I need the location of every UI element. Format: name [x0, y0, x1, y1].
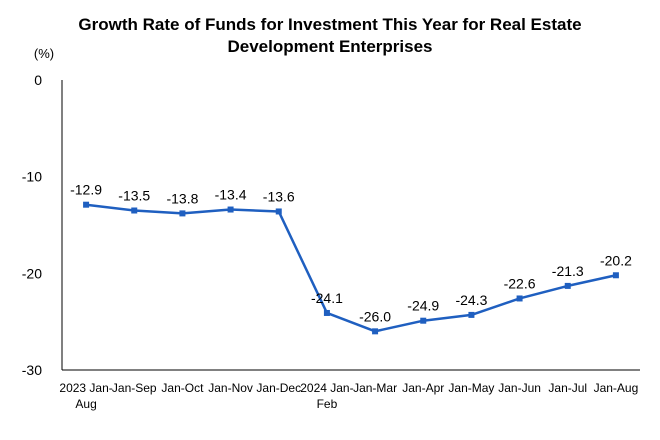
data-point: [83, 201, 90, 208]
x-tick-label: Jan-May: [448, 381, 494, 395]
data-point: [516, 295, 523, 302]
x-tick-label: Jan-Apr: [402, 381, 444, 395]
data-label: -21.3: [552, 263, 584, 279]
data-point: [468, 311, 475, 318]
data-label: -26.0: [359, 308, 391, 324]
data-point: [131, 207, 138, 214]
data-label: -12.9: [70, 182, 102, 198]
x-tick-label: Jan-Oct: [161, 381, 204, 395]
y-tick-label: 0: [34, 72, 42, 88]
x-tick-label: Jan-Sep: [112, 381, 157, 395]
x-tick-label: Aug: [75, 397, 96, 411]
x-tick-label: Jan-Nov: [208, 381, 253, 395]
y-tick-label: -20: [22, 265, 42, 281]
x-tick-label: Jan-Dec: [256, 381, 301, 395]
x-tick-label: Jan-Jul: [548, 381, 587, 395]
data-label: -13.8: [166, 190, 198, 206]
chart-title-line-1: Growth Rate of Funds for Investment This…: [78, 15, 582, 34]
data-label: -13.5: [118, 188, 150, 204]
chart-title: Growth Rate of Funds for Investment This…: [0, 14, 660, 58]
x-tick-label: Feb: [317, 397, 338, 411]
data-label: -22.6: [504, 275, 536, 291]
x-tick-label: Jan-Jun: [498, 381, 541, 395]
data-point: [612, 272, 619, 279]
y-axis-unit-label: (%): [34, 46, 54, 61]
x-tick-label: 2023 Jan-: [59, 381, 112, 395]
data-label: -24.3: [455, 292, 487, 308]
data-point: [372, 328, 379, 335]
data-point: [227, 206, 234, 213]
data-label: -13.6: [263, 188, 295, 204]
data-point: [323, 309, 330, 316]
series-line: [85, 203, 617, 333]
x-tick-label: Jan-Aug: [594, 381, 639, 395]
data-label: -24.9: [407, 298, 439, 314]
data-point: [275, 208, 282, 215]
x-tick-label: 2024 Jan-: [300, 381, 353, 395]
data-point: [420, 317, 427, 324]
data-label: -20.2: [600, 252, 632, 268]
chart-title-line-2: Development Enterprises: [227, 37, 433, 56]
x-tick-label: Jan-Mar: [353, 381, 397, 395]
data-label: -13.4: [215, 187, 247, 203]
data-label: -24.1: [311, 290, 343, 306]
data-point: [179, 210, 186, 217]
data-point: [564, 282, 571, 289]
y-tick-label: -10: [22, 169, 42, 185]
y-tick-label: -30: [22, 362, 42, 378]
